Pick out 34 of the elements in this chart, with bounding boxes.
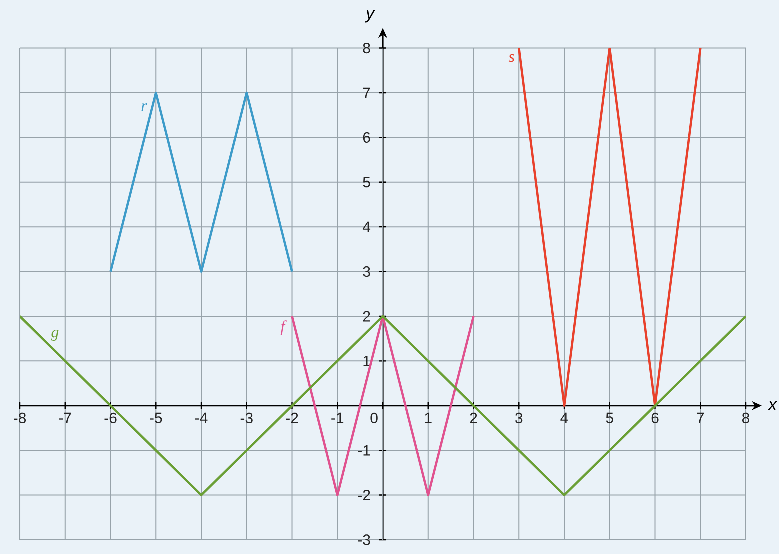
- x-tick-label: 2: [470, 412, 478, 424]
- x-tick-label: 7: [697, 412, 704, 424]
- x-tick-label: 1: [425, 412, 432, 424]
- y-tick-label: 8: [363, 42, 370, 54]
- y-tick-label: -2: [358, 490, 370, 501]
- x-tick-label: -2: [286, 412, 298, 424]
- x-tick-label: 0: [370, 412, 378, 424]
- y-tick-label: 7: [363, 88, 370, 98]
- x-tick-label: 4: [560, 412, 568, 424]
- x-tick-label: -1: [332, 412, 344, 424]
- y-tick-label: 6: [363, 132, 370, 143]
- x-tick-label: 5: [606, 412, 614, 424]
- y-tick-label: -1: [358, 445, 370, 456]
- x-tick-label: 6: [652, 412, 659, 424]
- x-tick-label: -6: [104, 412, 117, 424]
- x-tick-label: -5: [150, 412, 162, 424]
- x-tick-label: -4: [196, 412, 208, 424]
- x-tick-label: -8: [14, 412, 26, 424]
- x-tick-label: -7: [59, 412, 72, 424]
- y-tick-label: 1: [364, 356, 370, 366]
- series-label: g: [51, 330, 59, 341]
- y-tick-label: 4: [362, 222, 371, 232]
- x-tick-label: 8: [742, 412, 750, 424]
- series-label: f: [280, 320, 287, 336]
- x-axis-title: x: [768, 401, 778, 410]
- x-tick-label: -3: [240, 412, 253, 424]
- x-tick-label: 3: [516, 412, 523, 424]
- y-tick-label: -3: [358, 534, 370, 546]
- y-tick-label: 2: [363, 311, 370, 322]
- y-tick-label: 5: [363, 177, 370, 188]
- series-label: r: [142, 104, 148, 112]
- series-label: s: [508, 54, 514, 62]
- y-axis-title: y: [365, 10, 376, 23]
- y-tick-label: 3: [363, 266, 370, 278]
